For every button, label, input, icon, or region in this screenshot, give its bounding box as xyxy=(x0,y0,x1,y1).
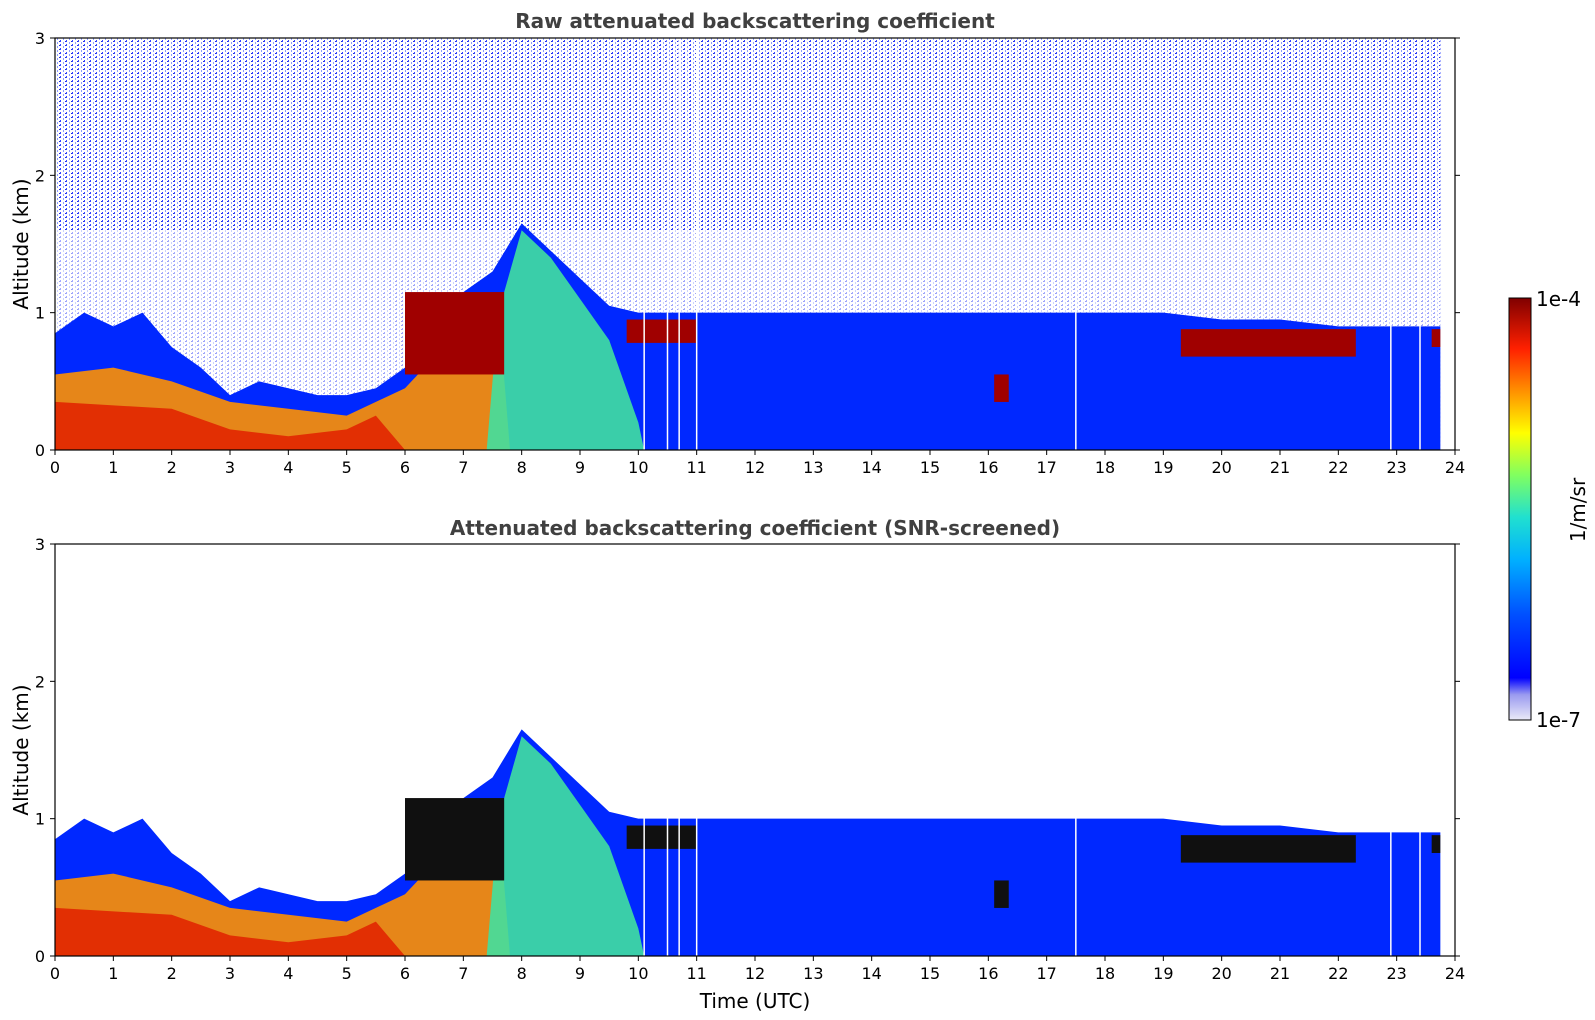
x-tick-label: 6 xyxy=(400,458,410,477)
colorbar-label: 1/m/sr xyxy=(1566,477,1590,542)
x-tick-label: 2 xyxy=(167,964,177,983)
cloud-layer xyxy=(994,880,1009,908)
x-tick-label: 18 xyxy=(1095,964,1115,983)
x-tick-label: 4 xyxy=(283,964,293,983)
x-tick-label: 9 xyxy=(575,458,585,477)
panel1-title: Raw attenuated backscattering coefficien… xyxy=(515,9,995,33)
x-tick-label: 9 xyxy=(575,964,585,983)
aerosol-layer-cyan xyxy=(486,230,645,450)
cloud-layer xyxy=(1180,329,1356,357)
x-tick-label: 11 xyxy=(686,458,706,477)
x-tick-label: 0 xyxy=(50,964,60,983)
panel2-y-ticks: 0 1 2 3 xyxy=(35,535,1460,966)
x-tick-label: 14 xyxy=(861,964,881,983)
x-tick-label: 19 xyxy=(1153,458,1173,477)
x-tick-label: 0 xyxy=(50,458,60,477)
cloud-layer xyxy=(994,374,1009,402)
x-tick-label: 10 xyxy=(628,458,648,477)
x-tick-label: 10 xyxy=(628,964,648,983)
x-tick-label: 6 xyxy=(400,964,410,983)
x-tick-label: 2 xyxy=(167,458,177,477)
x-tick-label: 17 xyxy=(1036,964,1056,983)
x-tick-label: 18 xyxy=(1095,458,1115,477)
x-tick-label: 8 xyxy=(517,458,527,477)
x-tick-label: 3 xyxy=(225,964,235,983)
aerosol-layer-hot xyxy=(55,907,405,956)
y-tick-label: 1 xyxy=(35,304,45,323)
colorbar-max-label: 1e-4 xyxy=(1536,287,1581,311)
x-tick-label: 5 xyxy=(342,964,352,983)
x-tick-label: 23 xyxy=(1386,964,1406,983)
y-tick-label: 3 xyxy=(35,535,45,554)
panel2-title: Attenuated backscattering coefficient (S… xyxy=(450,516,1060,540)
x-tick-label: 22 xyxy=(1328,458,1348,477)
y-tick-label: 0 xyxy=(35,441,45,460)
panel1-y-ticks: 0 1 2 3 xyxy=(35,29,1460,460)
panel1-layers xyxy=(55,38,1455,450)
colorbar-min-label: 1e-7 xyxy=(1536,708,1581,732)
panel-raw: Raw attenuated backscattering coefficien… xyxy=(9,9,1465,477)
cloud-layer xyxy=(626,319,697,343)
y-tick-label: 1 xyxy=(35,810,45,829)
y-tick-label: 2 xyxy=(35,166,45,185)
x-tick-label: 5 xyxy=(342,458,352,477)
x-tick-label: 12 xyxy=(745,964,765,983)
x-tick-label: 13 xyxy=(803,458,823,477)
x-tick-label: 20 xyxy=(1211,458,1231,477)
x-tick-label: 3 xyxy=(225,458,235,477)
x-tick-label: 7 xyxy=(458,964,468,983)
cloud-layer xyxy=(405,798,505,881)
cloud-layer xyxy=(1431,835,1441,853)
x-tick-label: 1 xyxy=(108,458,118,477)
aerosol-layer-hot xyxy=(55,401,405,450)
no-data-region xyxy=(1440,38,1455,450)
x-tick-label: 24 xyxy=(1445,458,1465,477)
colorbar-gradient xyxy=(1508,297,1532,721)
cloud-layer xyxy=(1431,329,1441,347)
x-tick-label: 22 xyxy=(1328,964,1348,983)
x-tick-label: 8 xyxy=(517,964,527,983)
x-tick-label: 15 xyxy=(920,964,940,983)
panel1-ylabel: Altitude (km) xyxy=(9,178,33,309)
x-tick-label: 21 xyxy=(1270,964,1290,983)
panel1-plot-area xyxy=(55,38,1455,450)
x-tick-label: 16 xyxy=(978,458,998,477)
x-tick-label: 17 xyxy=(1036,458,1056,477)
x-tick-label: 23 xyxy=(1386,458,1406,477)
y-tick-label: 3 xyxy=(35,29,45,48)
y-tick-label: 2 xyxy=(35,672,45,691)
cloud-layer xyxy=(626,825,697,849)
panel-screened: Attenuated backscattering coefficient (S… xyxy=(9,516,1465,1013)
x-tick-label: 19 xyxy=(1153,964,1173,983)
cloud-layer xyxy=(1180,835,1356,863)
panel2-xlabel: Time (UTC) xyxy=(699,989,811,1013)
x-tick-label: 1 xyxy=(108,964,118,983)
x-tick-label: 15 xyxy=(920,458,940,477)
x-tick-label: 21 xyxy=(1270,458,1290,477)
x-tick-label: 24 xyxy=(1445,964,1465,983)
colorbar: 1e-4 1e-7 1/m/sr xyxy=(1508,287,1590,732)
panel1-x-ticks: 0 1 2 3 4 5 6 7 8 9 10 11 12 13 14 15 16 17 18 19 20 21 22 23 24 xyxy=(50,450,1465,477)
panel2-x-ticks: 0 1 2 3 4 5 6 7 8 9 10 11 12 13 14 15 16 17 18 19 20 21 22 23 24 xyxy=(50,956,1465,983)
x-tick-label: 12 xyxy=(745,458,765,477)
cloud-layer xyxy=(405,292,505,375)
x-tick-label: 4 xyxy=(283,458,293,477)
x-tick-label: 7 xyxy=(458,458,468,477)
x-tick-label: 13 xyxy=(803,964,823,983)
panel2-ylabel: Altitude (km) xyxy=(9,684,33,815)
panel2-layers xyxy=(55,544,1455,956)
y-tick-label: 0 xyxy=(35,947,45,966)
x-tick-label: 16 xyxy=(978,964,998,983)
aerosol-layer-cyan xyxy=(486,736,645,956)
x-tick-label: 11 xyxy=(686,964,706,983)
no-data-region xyxy=(1440,544,1455,956)
panel2-plot-area xyxy=(55,544,1455,956)
x-tick-label: 14 xyxy=(861,458,881,477)
x-tick-label: 20 xyxy=(1211,964,1231,983)
